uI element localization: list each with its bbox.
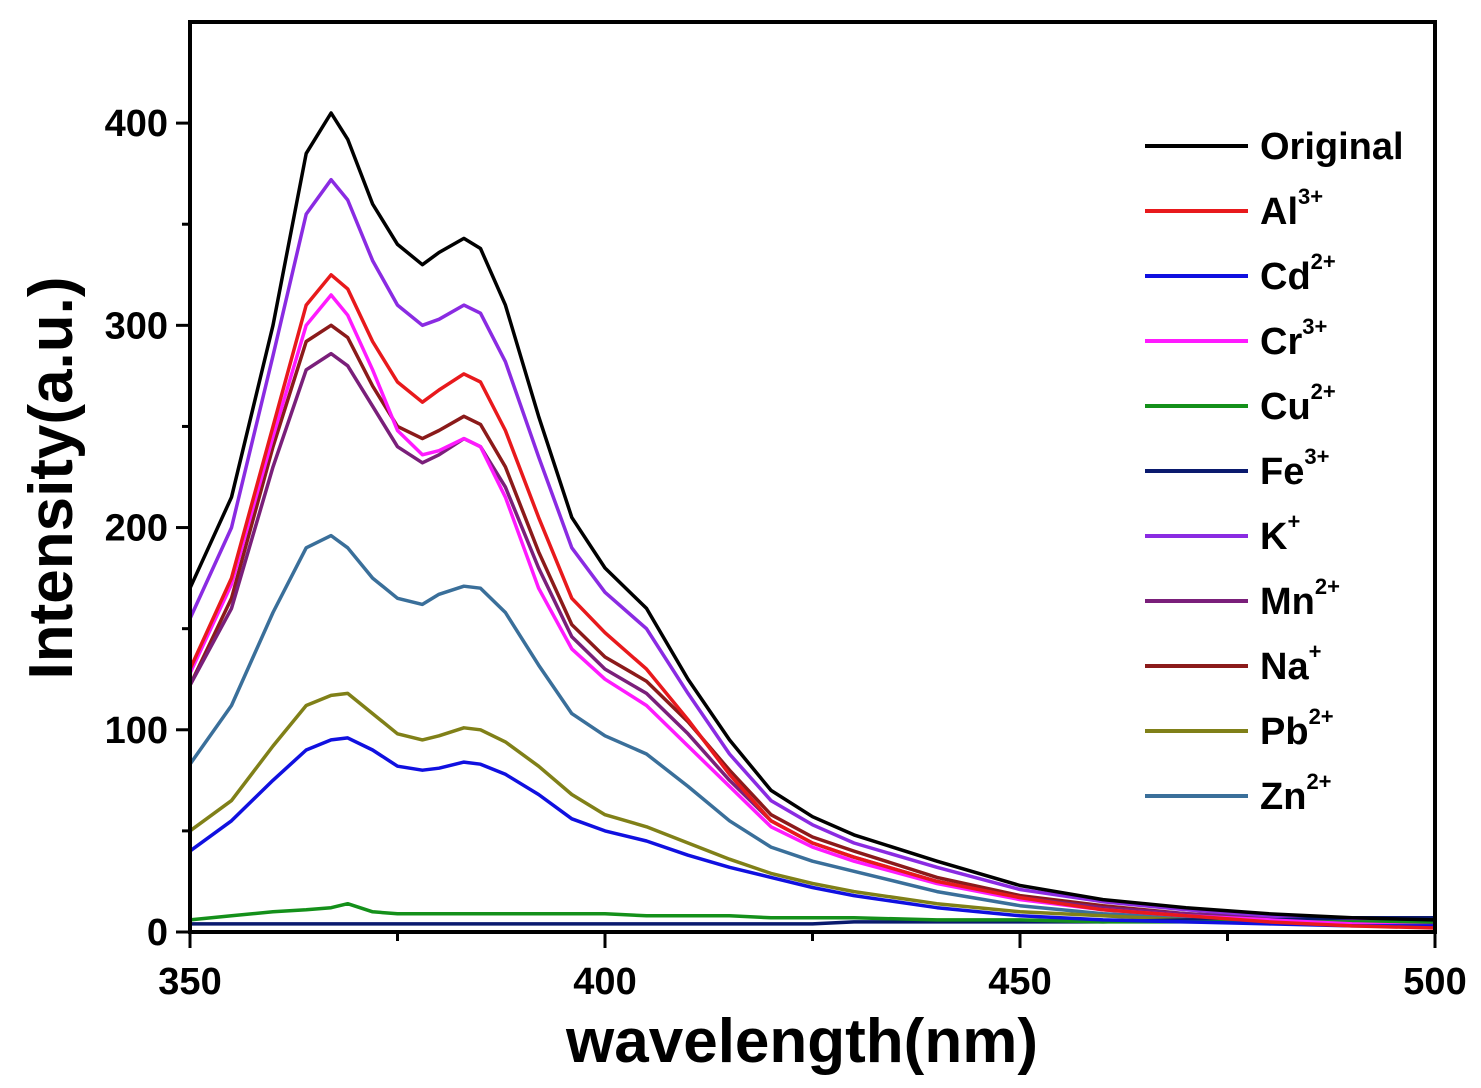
legend-item-cr: Cr3+ — [1145, 314, 1327, 363]
series-line-al — [188, 273, 1437, 930]
legend-label: Mn2+ — [1260, 574, 1340, 623]
legend-label: Zn2+ — [1260, 769, 1332, 818]
legend-item-pb: Pb2+ — [1145, 704, 1334, 753]
legend-item-original: Original — [1145, 126, 1404, 168]
x-tick-label: 400 — [573, 961, 636, 1003]
legend-item-mn: Mn2+ — [1145, 574, 1340, 623]
y-tick-label: 100 — [105, 710, 168, 752]
y-tick-label: 400 — [105, 103, 168, 145]
series-line-cu — [188, 901, 1437, 924]
x-tick-label: 450 — [988, 961, 1051, 1003]
series-lines — [188, 111, 1437, 930]
legend-label: Cr3+ — [1260, 314, 1327, 363]
series-line-na — [188, 323, 1437, 926]
legend-label: Pb2+ — [1260, 704, 1334, 753]
legend: Original Al3+ Cd2+ Cr3+ Cu2+ Fe3+ K+ Mn2+ Na+ Pb2… — [1145, 126, 1404, 818]
legend-label: Fe3+ — [1260, 444, 1329, 493]
plot-frame — [188, 20, 1437, 934]
legend-item-zn: Zn2+ — [1145, 769, 1332, 818]
series-line-cd — [188, 736, 1437, 928]
y-axis-title: Intensity(a.u.) — [17, 276, 86, 679]
legend-item-na: Na+ — [1145, 639, 1321, 688]
legend-item-fe: Fe3+ — [1145, 444, 1329, 493]
legend-label: Original — [1260, 126, 1404, 168]
series-line-pb — [188, 691, 1437, 926]
axis-ticks: 350 400 450 500 0 100 200 300 400 — [105, 103, 1467, 1003]
series-line-original — [188, 111, 1437, 922]
legend-label: Cd2+ — [1260, 249, 1336, 298]
x-tick-label: 350 — [158, 961, 221, 1003]
y-tick-label: 0 — [147, 912, 168, 954]
legend-label: Na+ — [1260, 639, 1321, 688]
legend-label: K+ — [1260, 509, 1300, 558]
legend-label: Al3+ — [1260, 184, 1323, 233]
legend-item-cu: Cu2+ — [1145, 379, 1336, 428]
y-tick-label: 200 — [105, 508, 168, 550]
legend-item-al: Al3+ — [1145, 184, 1323, 233]
y-tick-label: 300 — [105, 305, 168, 347]
legend-item-k: K+ — [1145, 509, 1300, 558]
series-line-k — [188, 177, 1437, 924]
x-axis-title: wavelength(nm) — [565, 1007, 1038, 1076]
legend-item-cd: Cd2+ — [1145, 249, 1336, 298]
legend-label: Cu2+ — [1260, 379, 1336, 428]
x-tick-label: 500 — [1403, 961, 1466, 1003]
series-line-zn — [188, 533, 1437, 926]
